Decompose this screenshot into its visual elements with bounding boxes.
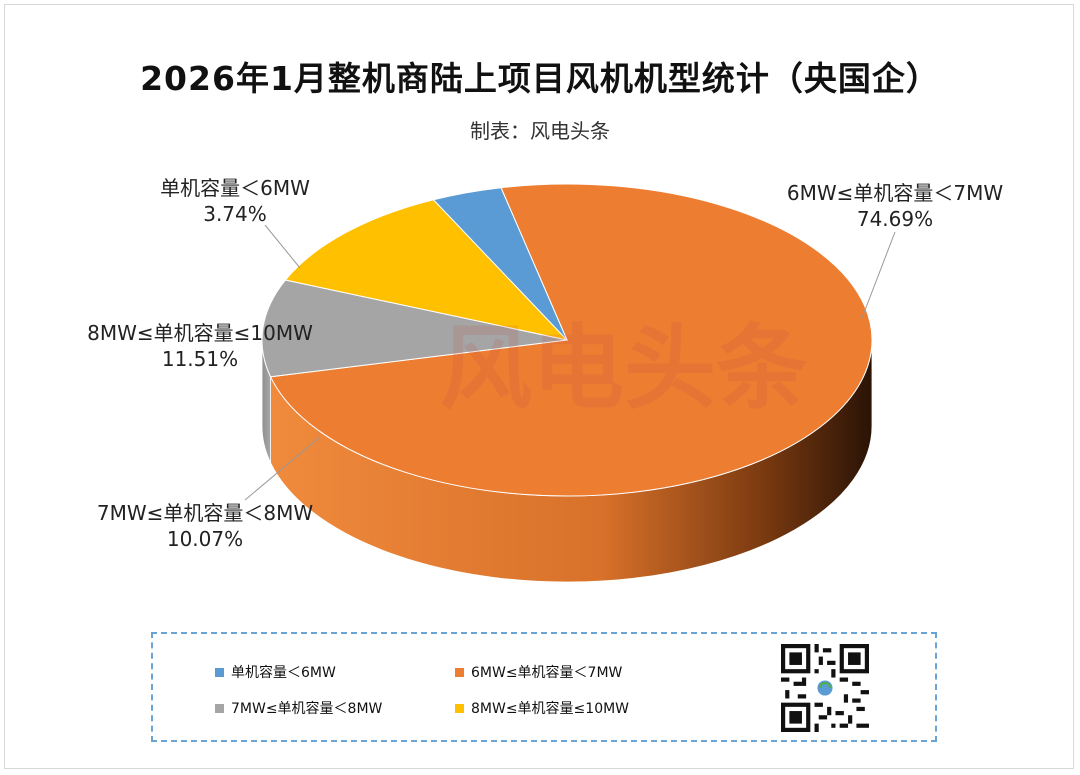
chart-subtitle: 制表：风电头条 bbox=[470, 119, 610, 143]
legend-item-7to8: 7MW≤单机容量＜8MW bbox=[215, 698, 382, 718]
chart-frame bbox=[4, 4, 1074, 769]
label-lt6-value: 3.74% bbox=[203, 202, 267, 226]
legend-swatch bbox=[455, 667, 464, 677]
legend-item-lt6: 单机容量＜6MW bbox=[215, 662, 336, 682]
label-6to7: 6MW≤单机容量＜7MW 74.69% bbox=[770, 180, 1020, 232]
slice-6to7 bbox=[269, 183, 873, 497]
leader-line-lt6 bbox=[264, 224, 301, 269]
label-6to7-name: 6MW≤单机容量＜7MW bbox=[786, 181, 1004, 205]
label-8to10-value: 11.51% bbox=[161, 347, 239, 371]
chart-title: 2026年1月整机商陆上项目风机机型统计（央国企） bbox=[140, 59, 940, 98]
slice-8to10 bbox=[284, 199, 569, 341]
slice-lt6 bbox=[432, 187, 568, 341]
legend-label: 6MW≤单机容量＜7MW bbox=[471, 665, 623, 681]
slice-7to8 bbox=[261, 279, 568, 378]
legend-item-6to7: 6MW≤单机容量＜7MW bbox=[455, 662, 622, 682]
legend-item-8to10: 8MW≤单机容量≤10MW bbox=[455, 698, 629, 718]
label-8to10: 8MW≤单机容量≤10MW 11.51% bbox=[70, 320, 330, 372]
label-6to7-value: 74.69% bbox=[856, 207, 934, 231]
leader-line-7to8 bbox=[244, 436, 321, 501]
legend-swatch bbox=[215, 667, 224, 677]
label-7to8-name: 7MW≤单机容量＜8MW bbox=[96, 501, 314, 525]
label-8to10-name: 8MW≤单机容量≤10MW bbox=[87, 321, 313, 345]
label-7to8-value: 10.07% bbox=[166, 527, 244, 551]
qr-code-icon bbox=[781, 644, 869, 732]
label-lt6: 单机容量＜6MW 3.74% bbox=[140, 175, 330, 227]
legend-label: 7MW≤单机容量＜8MW bbox=[231, 701, 383, 717]
legend-swatch bbox=[215, 703, 224, 713]
label-lt6-name: 单机容量＜6MW bbox=[160, 176, 310, 200]
legend: 单机容量＜6MW 6MW≤单机容量＜7MW 7MW≤单机容量＜8MW 8MW≤单… bbox=[151, 632, 937, 742]
leader-line-6to7 bbox=[861, 231, 896, 319]
watermark-text: 风电头条 bbox=[440, 315, 808, 422]
label-7to8: 7MW≤单机容量＜8MW 10.07% bbox=[70, 500, 340, 552]
legend-label: 8MW≤单机容量≤10MW bbox=[471, 701, 630, 717]
legend-label: 单机容量＜6MW bbox=[231, 665, 336, 681]
legend-swatch bbox=[455, 703, 464, 713]
